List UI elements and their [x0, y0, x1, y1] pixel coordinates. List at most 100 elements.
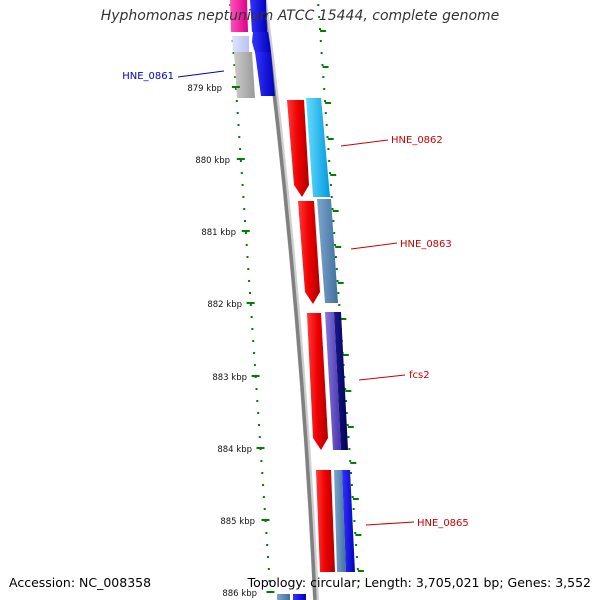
- gene-grey-hne0861[interactable]: [234, 52, 255, 98]
- scale-dot: [247, 268, 250, 270]
- gene-label-fcs2[interactable]: fcs2: [409, 370, 430, 381]
- scale-dot: [320, 52, 323, 54]
- scale-tick-minor: [342, 354, 349, 356]
- gene-red-hne0865[interactable]: [316, 470, 335, 572]
- scale-dot: [335, 268, 338, 270]
- kbp-label-881: 881 kbp: [201, 228, 236, 238]
- scale-dot: [251, 328, 254, 330]
- scale-dot: [253, 352, 256, 354]
- scale-dot: [350, 472, 352, 474]
- scale-dot: [266, 544, 269, 546]
- scale-dot: [260, 460, 263, 462]
- scale-dot: [336, 280, 339, 282]
- gene-red-block-3[interactable]: [307, 313, 328, 450]
- kbp-label-884: 884 kbp: [217, 445, 252, 455]
- scale-tick-minor: [335, 246, 342, 248]
- scale-dot: [258, 424, 260, 426]
- gene-steel-hne0863[interactable]: [317, 199, 338, 303]
- gene-blue-hne0861[interactable]: [255, 52, 275, 96]
- gene-cyan-hne0862[interactable]: [306, 98, 330, 197]
- scale-dot: [325, 124, 328, 126]
- scale-dots-right: [317, 4, 360, 582]
- gene-red-block-1[interactable]: [287, 100, 309, 197]
- leader-line-hne0861: [177, 70, 225, 78]
- scale-dot: [331, 208, 334, 210]
- scale-dot: [243, 208, 246, 210]
- kbp-label-883: 883 kbp: [212, 373, 247, 383]
- gene-label-hne0863[interactable]: HNE_0863: [400, 239, 452, 250]
- scale-tick-major: [256, 447, 265, 449]
- scale-dot: [248, 280, 251, 282]
- scale-dot: [238, 136, 241, 138]
- scale-tick-minor: [327, 138, 334, 140]
- scale-dot: [256, 400, 259, 402]
- scale-tick-minor: [332, 210, 339, 212]
- scale-dot: [255, 388, 258, 390]
- scale-dot: [240, 172, 243, 174]
- topology-text: Topology: circular; Length: 3,705,021 bp…: [247, 575, 591, 590]
- gene-pale-blue-top[interactable]: [232, 36, 249, 52]
- scale-dot: [343, 376, 346, 378]
- scale-dot: [330, 196, 333, 198]
- scale-dot: [268, 580, 271, 582]
- scale-dot: [344, 388, 347, 390]
- gene-magenta-top[interactable]: [230, 0, 248, 32]
- scale-dot: [346, 424, 349, 426]
- scale-tick-minor: [345, 390, 352, 392]
- scale-dot: [258, 436, 261, 438]
- scale-dot: [351, 496, 354, 498]
- scale-dot: [355, 544, 358, 546]
- gene-violet-fcs2[interactable]: [325, 312, 341, 450]
- scale-dot: [232, 52, 235, 54]
- scale-tick-minor: [357, 570, 364, 572]
- gene-blue-bottom[interactable]: [293, 594, 306, 600]
- scale-tick-minor: [330, 174, 337, 176]
- kbp-label-880: 880 kbp: [195, 156, 230, 166]
- scale-dot: [327, 148, 330, 150]
- gene-navy-fcs2[interactable]: [334, 312, 348, 450]
- scale-dot: [350, 484, 353, 486]
- scale-dot: [323, 88, 326, 90]
- scale-dot: [345, 412, 348, 414]
- gene-red-block-2[interactable]: [298, 201, 320, 304]
- scale-tick-minor: [322, 66, 329, 68]
- gene-label-hne0862[interactable]: HNE_0862: [391, 135, 443, 146]
- scale-dot: [354, 532, 357, 534]
- scale-dot: [244, 232, 247, 234]
- scale-dot: [319, 40, 322, 42]
- scale-dot: [244, 220, 246, 222]
- gene-blue-top[interactable]: [250, 0, 267, 32]
- scale-dot: [338, 304, 341, 306]
- scale-dot: [239, 148, 242, 150]
- scale-dot: [355, 556, 358, 558]
- scale-tick-minor: [325, 102, 332, 104]
- scale-dot: [329, 172, 331, 174]
- scale-dot: [262, 484, 265, 486]
- scale-tick-major: [261, 519, 270, 521]
- scale-dot: [318, 16, 321, 18]
- gene-blue-hne0865[interactable]: [342, 470, 355, 572]
- scale-dot: [319, 28, 321, 30]
- gene-label-hne0865[interactable]: HNE_0865: [417, 518, 469, 529]
- scale-tick-major: [251, 375, 260, 377]
- scale-dot: [352, 508, 355, 510]
- scale-dot: [328, 160, 331, 162]
- accession-text: Accession: NC_008358: [9, 575, 152, 590]
- gene-label-hne0861[interactable]: HNE_0861: [122, 71, 174, 82]
- scale-dot: [267, 568, 270, 570]
- kbp-label-886: 886 kbp: [222, 589, 257, 599]
- scale-tick-minor: [337, 282, 344, 284]
- scale-dot: [334, 244, 337, 246]
- scale-tick-major: [266, 591, 275, 593]
- scale-dot: [329, 184, 332, 186]
- gene-steel-bottom[interactable]: [277, 594, 290, 600]
- scale-dot: [246, 256, 249, 258]
- scale-tick-minor: [347, 426, 354, 428]
- scale-dot: [242, 196, 245, 198]
- scale-tick-minor: [320, 30, 327, 32]
- gene-blue-arrow-top[interactable]: [252, 32, 271, 52]
- scale-dot: [322, 76, 325, 78]
- scale-dot: [249, 292, 251, 294]
- scale-dot: [249, 304, 252, 306]
